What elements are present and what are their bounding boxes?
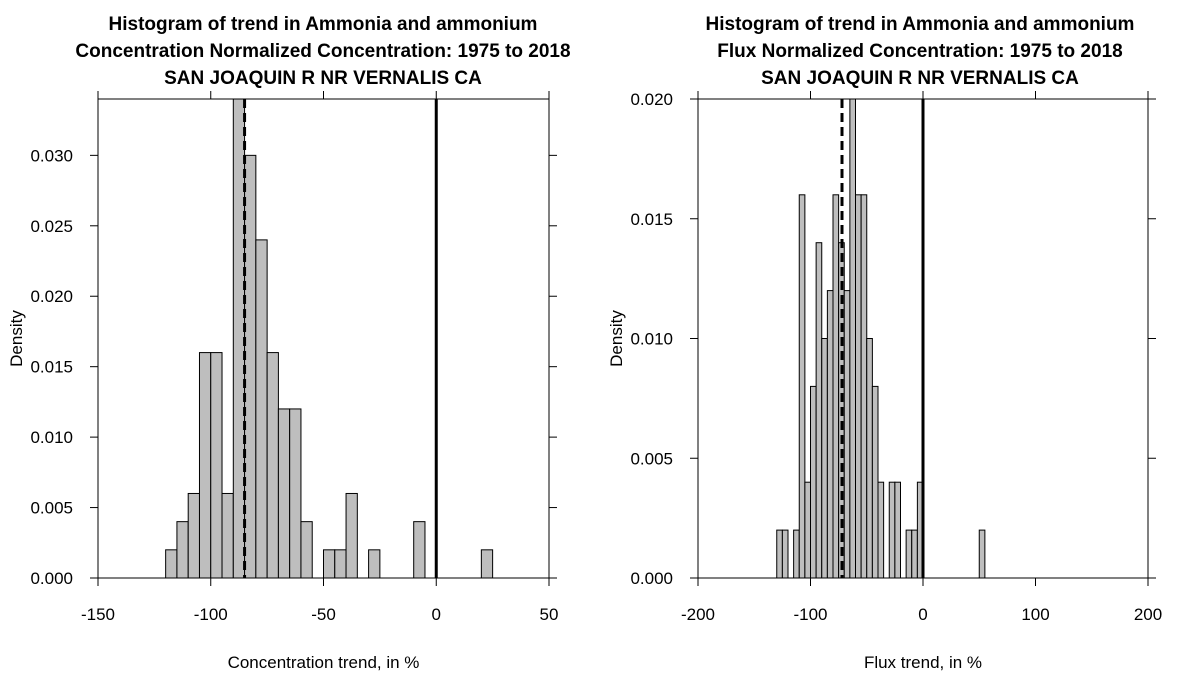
chart-title-line-3: SAN JOAQUIN R NR VERNALIS CA [164,68,482,89]
histogram-bars [165,99,494,578]
y-axis-label: Density [607,310,626,367]
histogram-bar [187,492,200,578]
y-tick-label: 0.020 [630,90,673,109]
y-tick-label: 0.015 [630,210,673,229]
y-axis-label: Density [7,310,26,367]
histogram-bars [776,99,986,578]
histogram-bar [176,521,189,578]
histogram-bar [905,529,913,578]
chart-title-line-3: SAN JOAQUIN R NR VERNALIS CA [761,68,1079,89]
histogram-bar [165,549,178,578]
histogram-bar [368,549,381,578]
x-tick-label: -100 [793,605,827,624]
histogram-bar [345,492,358,578]
concentration-trend-histogram: Histogram of trend in Ammonia and ammoni… [7,14,571,672]
histogram-bar [323,549,336,578]
x-tick-label: 50 [540,605,559,624]
histogram-bar [843,290,851,578]
histogram-bar [821,338,828,578]
y-tick-label: 0.030 [30,146,73,165]
histogram-bar [781,529,789,578]
histogram-bar [221,492,234,578]
y-tick-label: 0.020 [30,287,73,306]
histogram-bar [815,242,823,578]
flux-trend-histogram: Histogram of trend in Ammonia and ammoni… [607,14,1162,672]
chart-title-line-2: Flux Normalized Concentration: 1975 to 2… [717,41,1122,62]
histogram-bar [888,481,896,578]
histogram-bar [480,549,494,578]
y-tick-label: 0.010 [630,330,673,349]
y-tick-label: 0.005 [630,449,673,468]
histogram-bar [413,521,426,578]
x-tick-label: -200 [681,605,715,624]
histogram-bar [198,352,212,578]
histogram-bar [300,521,313,578]
histogram-bar [849,99,856,578]
histogram-bar [855,194,862,578]
histogram-bar [255,239,268,578]
histogram-bar [832,194,840,578]
x-axis-label: Flux trend, in % [864,653,982,672]
chart-title-line-2: Concentration Normalized Concentration: … [75,41,570,62]
x-axis-label: Concentration trend, in % [228,653,420,672]
x-tick-label: 200 [1134,605,1162,624]
y-tick-label: 0.005 [30,499,73,518]
histogram-bar [871,385,879,578]
y-tick-label: 0.000 [30,569,73,588]
y-tick-label: 0.015 [30,358,73,377]
plot-frame [97,98,550,579]
histogram-bar [793,529,800,578]
x-tick-label: -50 [311,605,336,624]
y-tick-label: 0.000 [630,569,673,588]
histogram-bar [866,338,873,578]
histogram-bar [860,194,868,578]
x-tick-label: 0 [918,605,927,624]
y-tick-label: 0.025 [30,217,73,236]
histogram-bar [826,290,834,578]
histogram-bar [978,529,986,578]
histogram-bar [232,99,246,578]
chart-title-line-1: Histogram of trend in Ammonia and ammoni… [109,14,538,35]
histogram-bar [804,481,811,578]
histogram-bar [210,352,223,578]
histogram-bar [798,194,806,578]
x-tick-label: 100 [1021,605,1049,624]
histogram-bar [277,408,291,578]
x-tick-label: -100 [194,605,228,624]
histogram-bar [810,385,817,578]
histogram-bar [776,529,783,578]
histogram-bar [289,408,302,578]
chart-title-line-1: Histogram of trend in Ammonia and ammoni… [706,14,1135,35]
histogram-bar [877,481,885,578]
histogram-bar [244,154,257,578]
y-tick-label: 0.010 [30,428,73,447]
histogram-bar [266,352,279,578]
histogram-bar [894,481,901,578]
histogram-bar [334,549,347,578]
x-tick-label: -150 [81,605,115,624]
x-tick-label: 0 [432,605,441,624]
histogram-bar [911,529,918,578]
